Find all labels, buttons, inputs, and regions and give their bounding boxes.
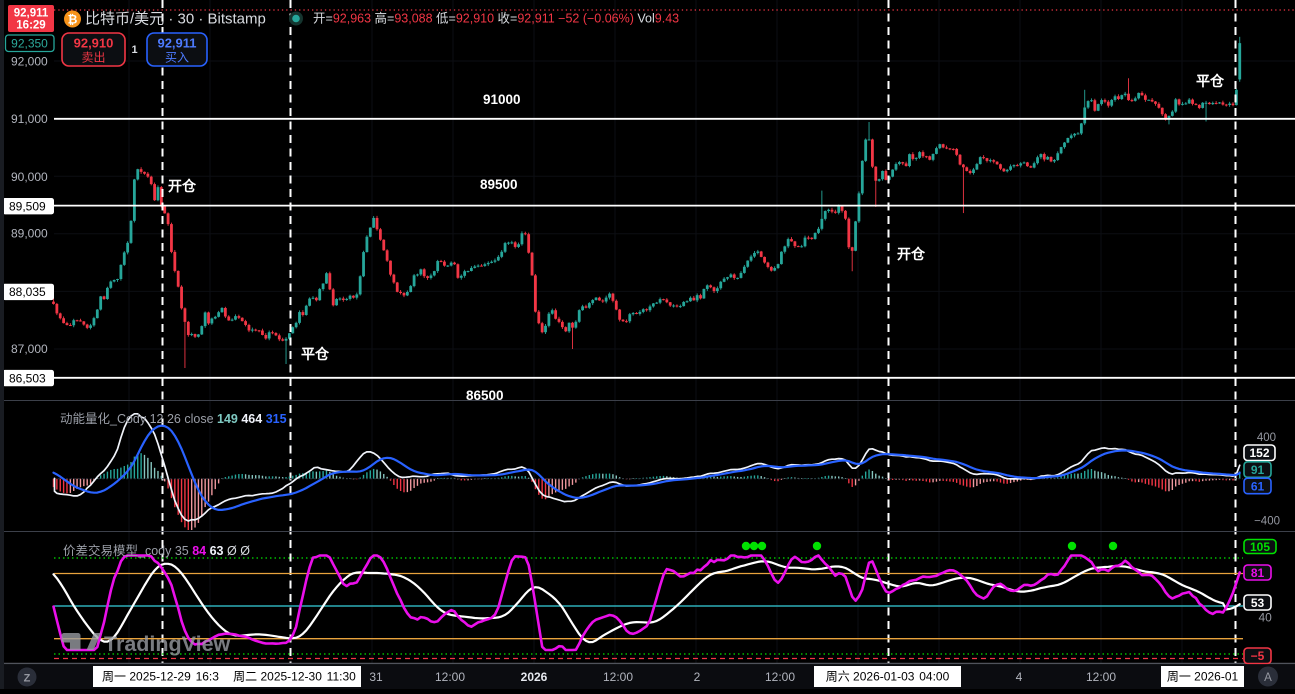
svg-text:86500: 86500 (466, 388, 504, 403)
svg-text:89,509: 89,509 (9, 199, 46, 213)
svg-text:89,000: 89,000 (11, 227, 48, 241)
svg-text:31: 31 (369, 670, 383, 684)
svg-text:周一 2025-12-29 16:3: 周一 2025-12-29 16:3 (102, 670, 219, 684)
svg-text:比特币/美元 · 30 · Bitstamp: 比特币/美元 · 30 · Bitstamp (85, 11, 266, 28)
svg-text:90,000: 90,000 (11, 170, 48, 184)
svg-text:2026: 2026 (521, 670, 548, 684)
svg-text:开仓: 开仓 (897, 246, 926, 262)
svg-text:4: 4 (1016, 670, 1023, 684)
svg-text:周一 2026-01: 周一 2026-01 (1167, 670, 1239, 684)
svg-text:−5: −5 (1251, 649, 1265, 663)
svg-text:开=92,963 高=93,088 低=92,910 收=9: 开=92,963 高=93,088 低=92,910 收=92,911 −52 … (313, 11, 679, 26)
svg-text:买入: 买入 (165, 51, 189, 65)
svg-text:周六 2026-01-03 04:00: 周六 2026-01-03 04:00 (826, 670, 950, 684)
svg-text:Z: Z (24, 673, 31, 685)
svg-text:TradingView: TradingView (104, 632, 231, 656)
svg-text:动能量化_Cody 12 26 close 149 464: 动能量化_Cody 12 26 close 149 464 315 (60, 412, 287, 426)
svg-text:2: 2 (694, 670, 701, 684)
svg-text:105: 105 (1250, 540, 1270, 554)
svg-text:卖出: 卖出 (81, 51, 105, 65)
svg-text:开仓: 开仓 (168, 178, 197, 194)
svg-text:1: 1 (131, 44, 137, 56)
svg-text:12:00: 12:00 (603, 670, 633, 684)
svg-text:87,000: 87,000 (11, 342, 48, 356)
svg-text:平仓: 平仓 (1196, 73, 1225, 89)
svg-text:40: 40 (1259, 611, 1273, 625)
svg-text:400: 400 (1257, 432, 1276, 444)
svg-text:91: 91 (1251, 463, 1265, 477)
svg-text:−400: −400 (1254, 516, 1280, 528)
svg-text:152: 152 (1249, 446, 1269, 460)
svg-text:周二 2025-12-30 11:30: 周二 2025-12-30 11:30 (233, 670, 356, 684)
svg-text:92,911: 92,911 (14, 8, 49, 20)
svg-text:12:00: 12:00 (1086, 670, 1116, 684)
svg-text:12:00: 12:00 (435, 670, 465, 684)
svg-text:91000: 91000 (483, 92, 521, 107)
svg-text:价差交易模型_cody 35 84 63 Ø Ø: 价差交易模型_cody 35 84 63 Ø Ø (63, 543, 250, 558)
svg-text:₿: ₿ (68, 13, 78, 27)
svg-text:91,000: 91,000 (11, 112, 48, 126)
svg-text:92,000: 92,000 (11, 55, 48, 69)
svg-text:平仓: 平仓 (301, 346, 330, 362)
svg-text:53: 53 (1251, 596, 1265, 610)
svg-text:88,035: 88,035 (9, 285, 46, 299)
svg-text:89500: 89500 (480, 177, 518, 192)
svg-text:92,350: 92,350 (11, 37, 48, 51)
svg-text:61: 61 (1251, 479, 1265, 493)
svg-text:16:29: 16:29 (16, 20, 45, 32)
svg-text:12:00: 12:00 (765, 670, 795, 684)
svg-text:86,503: 86,503 (9, 371, 46, 385)
svg-text:81: 81 (1251, 566, 1265, 580)
svg-text:A: A (1264, 672, 1272, 684)
svg-text:92,910: 92,910 (74, 36, 114, 51)
svg-text:92,911: 92,911 (157, 36, 196, 51)
